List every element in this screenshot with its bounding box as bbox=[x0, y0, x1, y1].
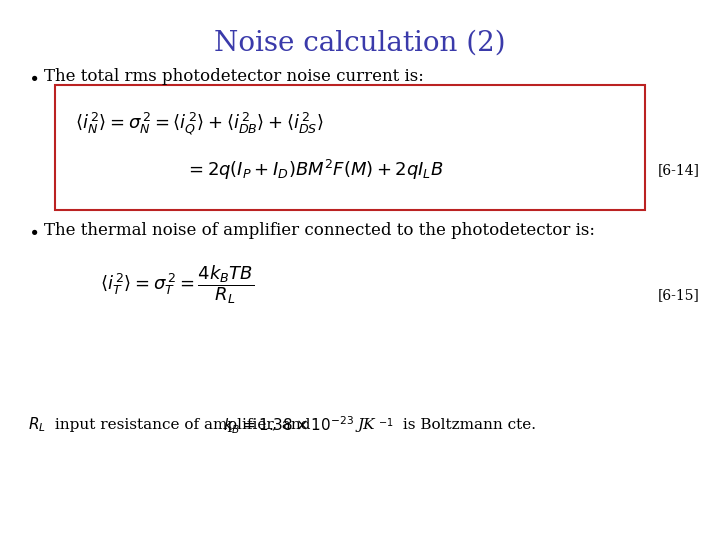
Bar bbox=[55, 85, 645, 210]
Text: $\langle i_T^{\,2}\rangle = \sigma_T^{\,2} = \dfrac{4k_B TB}{R_L}$: $\langle i_T^{\,2}\rangle = \sigma_T^{\,… bbox=[100, 264, 254, 306]
Text: $^{-1}$: $^{-1}$ bbox=[378, 418, 394, 432]
Text: [6-14]: [6-14] bbox=[658, 163, 700, 177]
Text: $k_B = 1.38 \times 10^{-23}$: $k_B = 1.38 \times 10^{-23}$ bbox=[223, 414, 354, 436]
Text: The thermal noise of amplifier connected to the photodetector is:: The thermal noise of amplifier connected… bbox=[44, 222, 595, 239]
Text: JK: JK bbox=[358, 418, 376, 432]
Text: $\bullet$: $\bullet$ bbox=[28, 222, 38, 240]
Text: $R_L$: $R_L$ bbox=[28, 416, 46, 434]
Text: [6-15]: [6-15] bbox=[658, 288, 700, 302]
Text: $\langle i_N^{\,2}\rangle = \sigma_N^{\,2} = \langle i_Q^{\,2}\rangle + \langle : $\langle i_N^{\,2}\rangle = \sigma_N^{\,… bbox=[75, 110, 324, 137]
Text: is Boltzmann cte.: is Boltzmann cte. bbox=[398, 418, 536, 432]
Text: The total rms photodetector noise current is:: The total rms photodetector noise curren… bbox=[44, 68, 424, 85]
Text: $= 2q(I_P + I_D)BM^{2}F(M) + 2qI_L B$: $= 2q(I_P + I_D)BM^{2}F(M) + 2qI_L B$ bbox=[185, 158, 444, 182]
Text: Noise calculation (2): Noise calculation (2) bbox=[214, 30, 506, 57]
Text: input resistance of amplifier, and: input resistance of amplifier, and bbox=[50, 418, 315, 432]
Text: $\bullet$: $\bullet$ bbox=[28, 68, 38, 86]
